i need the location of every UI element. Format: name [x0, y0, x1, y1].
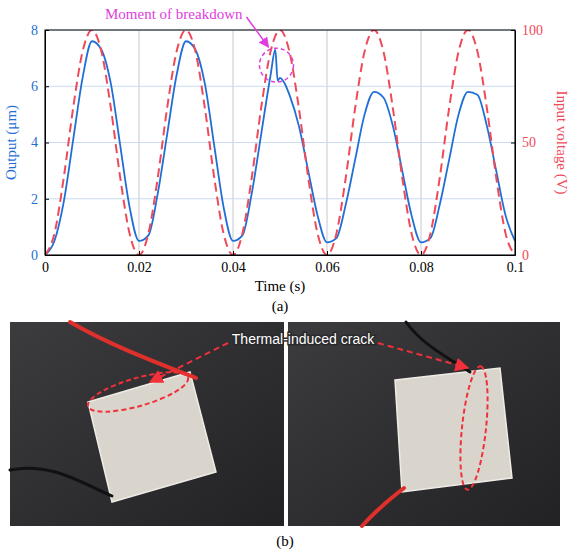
x-axis-tick: 0.04: [221, 251, 246, 275]
y2-axis-tick-mark: [511, 143, 515, 144]
y2-axis-title: Input voltage (V): [553, 90, 570, 194]
x-axis-tick: 0.08: [409, 251, 434, 275]
y2-axis-tick-label: 50: [522, 135, 536, 150]
x-axis-tick-mark: [233, 251, 234, 255]
photo-background: [10, 322, 284, 526]
y2-axis: 0 50 100: [511, 23, 543, 263]
x-axis-tick-label: 0.08: [409, 260, 434, 275]
y-axis-tick-label: 2: [31, 192, 38, 207]
y2-axis-tick: 50: [511, 135, 536, 150]
black-wire: [406, 322, 470, 372]
x-axis: 00.020.040.060.080.1: [42, 251, 524, 275]
y2-axis-tick-mark: [511, 30, 515, 31]
crack-arrow: [150, 343, 228, 382]
x-axis-tick: 0.02: [127, 251, 152, 275]
x-axis-tick-label: 0: [42, 260, 49, 275]
y-axis-tick-label: 6: [31, 79, 38, 94]
y2-axis-tick-label: 100: [522, 23, 543, 38]
y2-axis-tick: 100: [511, 23, 543, 38]
annotation-arrow: [246, 17, 268, 47]
crack-arrow: [378, 343, 468, 368]
x-axis-tick: 0.06: [315, 251, 340, 275]
red-wire: [70, 322, 196, 378]
y-axis: 0 2 4 6 8: [31, 23, 49, 263]
photo-background: [288, 322, 560, 526]
black-wire: [10, 468, 112, 496]
y-axis-tick-label: 8: [31, 23, 38, 38]
plot-frame: [45, 30, 515, 255]
plot-area: [45, 30, 515, 255]
grid-line-y: [45, 86, 515, 87]
x-axis-tick-mark: [139, 251, 140, 255]
x-axis-tick-label: 0.02: [127, 260, 152, 275]
red-wire: [362, 488, 404, 526]
y-axis-tick: 0: [31, 248, 49, 263]
y-axis-tick-mark: [45, 86, 49, 87]
y-axis-tick-mark: [45, 30, 49, 31]
grid-line-y: [45, 198, 515, 199]
y-axis-title: Output (μm): [3, 105, 20, 180]
y-axis-tick: 6: [31, 79, 49, 94]
grid: [45, 30, 515, 255]
x-axis-tick-label: 0.06: [315, 260, 340, 275]
photo: [288, 322, 560, 526]
x-axis-tick-mark: [421, 251, 422, 255]
breakdown-circle: [259, 48, 293, 82]
photo: [10, 322, 284, 526]
panel-label: (b): [276, 533, 294, 550]
y-axis-tick-mark: [45, 199, 49, 200]
y-axis-tick: 2: [31, 192, 49, 207]
y2-axis-tick-mark: [511, 255, 515, 256]
input-voltage-line: [45, 30, 515, 255]
y-axis-tick-mark: [45, 255, 49, 256]
crack-marker: [84, 364, 192, 420]
piezo-plate: [88, 372, 216, 502]
piezo-plate: [395, 368, 512, 492]
y-axis-tick: 8: [31, 23, 49, 38]
y2-axis-tick: 0: [511, 248, 529, 263]
y2-axis-line: [515, 31, 516, 256]
annotation: Moment of breakdown: [105, 6, 243, 22]
y-axis-tick-label: 0: [31, 248, 38, 263]
x-axis-line: [46, 255, 516, 256]
y-axis-tick-mark: [45, 143, 49, 144]
panel-label: (a): [272, 298, 289, 315]
photo-panel: [10, 322, 560, 526]
y2-axis-tick-label: 0: [522, 248, 529, 263]
x-axis-tick-mark: [327, 251, 328, 255]
photo-annotation: Thermal-induced crack: [232, 331, 375, 347]
figure: 00.020.040.060.080.102468050100Time (s)O…: [0, 0, 570, 556]
y-axis-tick-label: 4: [31, 135, 38, 150]
y-axis-tick: 4: [31, 135, 49, 150]
x-axis-title: Time (s): [255, 278, 306, 295]
x-axis-tick-label: 0.04: [221, 260, 246, 275]
crack-marker: [456, 365, 493, 491]
